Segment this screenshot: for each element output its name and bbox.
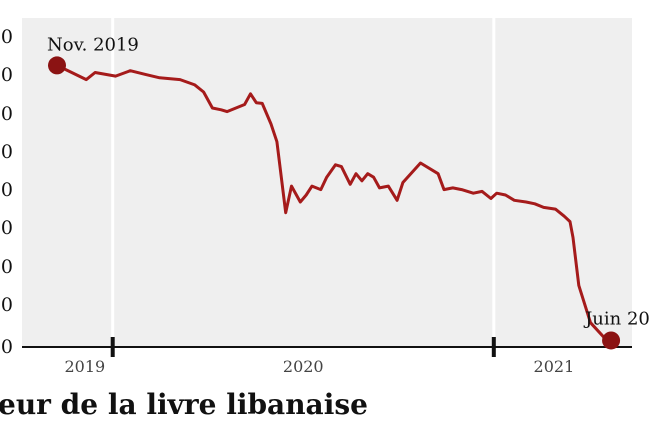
annotation-label: Nov. 2019	[47, 34, 139, 55]
y-axis-tick-labels: 0000000000000	[0, 26, 13, 358]
start-point-marker	[48, 56, 66, 75]
end-point-marker	[602, 331, 621, 350]
endpoint-markers	[48, 56, 621, 350]
y-tick-label: 00	[0, 294, 13, 316]
y-tick-label: 0	[1, 103, 13, 125]
x-tick-label: 2021	[534, 357, 575, 376]
year-tick-marker	[110, 337, 115, 357]
y-tick-label: 0	[1, 179, 13, 201]
x-tick-label: 2019	[64, 357, 105, 376]
y-tick-label: 0	[1, 141, 13, 163]
y-tick-label: 00	[0, 256, 13, 278]
y-tick-label: 0	[1, 64, 13, 86]
x-tick-label: 2020	[283, 357, 324, 376]
year-boundary-markers	[110, 337, 496, 357]
vertical-gridlines	[111, 18, 496, 347]
y-tick-label: 00	[0, 217, 13, 239]
chart-annotations: Nov. 2019 Juin 20	[47, 34, 650, 329]
chart-title: eur de la livre libanaise	[0, 388, 368, 421]
exchange-rate-series-line	[55, 63, 613, 342]
y-tick-label: 00	[0, 336, 13, 358]
x-axis-year-labels: 2019 2020 2021	[64, 357, 574, 376]
y-tick-label: 0	[1, 26, 13, 48]
annotation-label: Juin 20	[583, 308, 650, 329]
year-tick-marker	[491, 337, 496, 357]
